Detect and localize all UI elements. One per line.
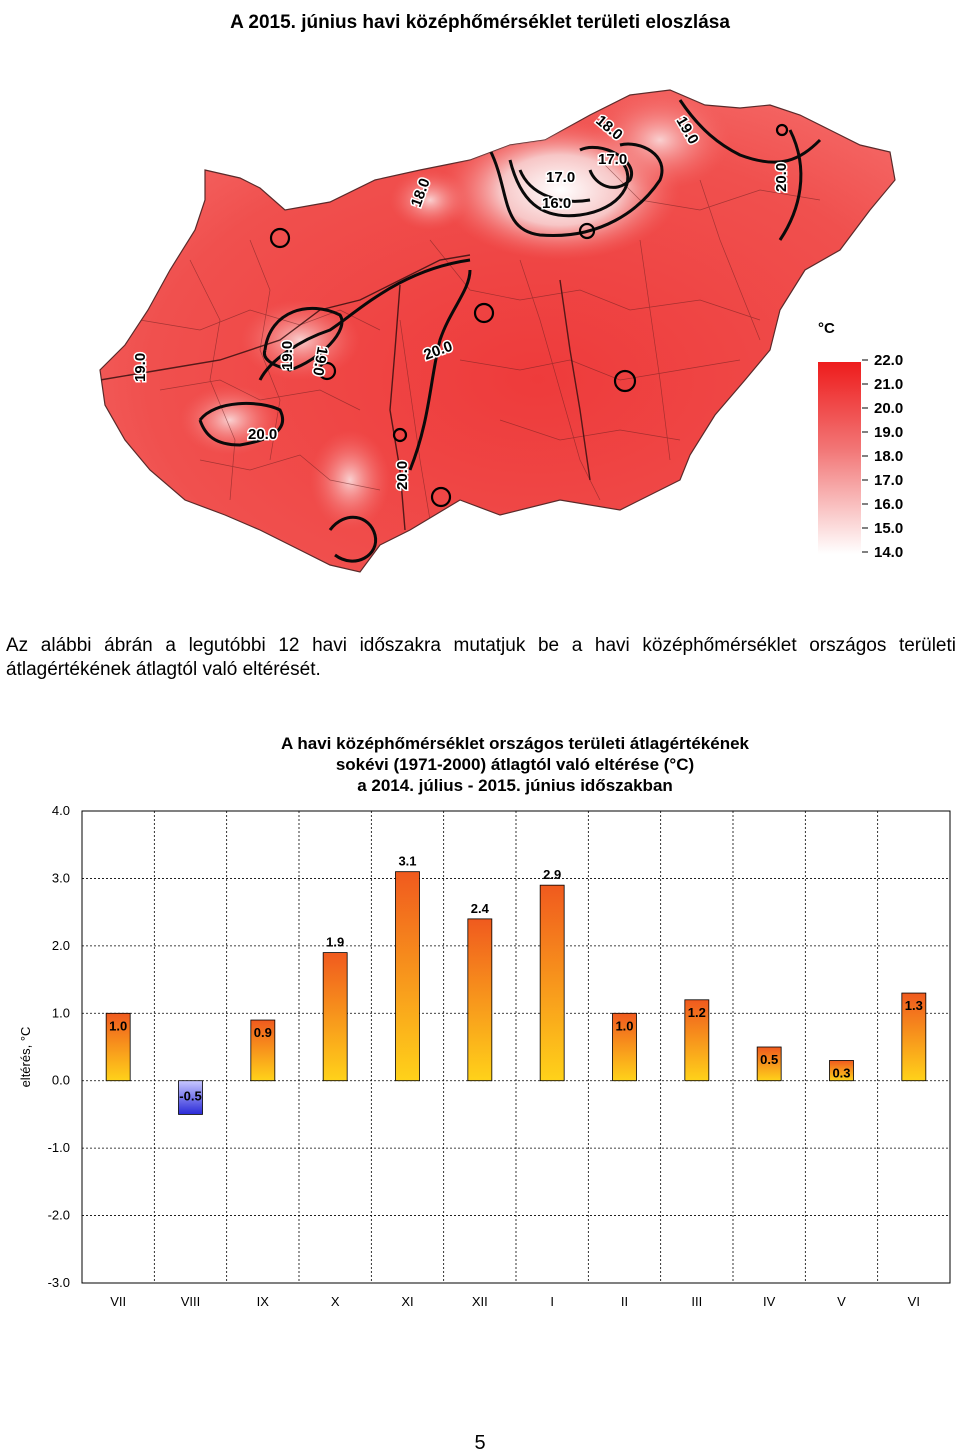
bar-value-label: 1.9 [326,935,344,950]
contour-label: 20.0 [773,163,790,192]
contour-label: 20.0 [248,426,277,443]
legend-tick-label: 14.0 [874,544,903,561]
x-tick-label: VI [908,1294,920,1309]
bar-value-label: 1.0 [109,1018,127,1033]
bar-VIII [178,1080,203,1115]
x-tick-label: III [691,1294,702,1309]
bar-value-label: 1.3 [905,998,923,1013]
page-number: 5 [474,1432,486,1454]
contour-label: 20.0 [394,461,411,490]
x-tick-label: X [331,1294,340,1309]
contour-label: 19.0 [279,341,296,370]
x-tick-label: IV [763,1294,776,1309]
bar-VII [105,1012,131,1082]
y-tick-label: 2.0 [52,938,70,953]
chart-title-line-2: sokévi (1971-2000) átlagtól való eltérés… [336,755,694,774]
contour-label: 17.0 [546,169,575,186]
country-shape [99,89,896,573]
y-tick-label: 1.0 [52,1005,70,1020]
legend-tick-label: 17.0 [874,472,903,489]
legend-tick-label: 20.0 [874,400,903,417]
contour-label: 19.0 [132,353,149,382]
contour-label: 16.0 [542,195,571,212]
y-tick-label: 4.0 [52,803,70,818]
deviation-chart: A havi középhőmérséklet országos terület… [18,734,951,1309]
bar-value-label: 0.3 [832,1065,850,1080]
map-title: A 2015. június havi középhőmérséklet ter… [230,12,730,33]
x-tick-label: XII [472,1294,488,1309]
x-tick-label: VII [110,1294,126,1309]
bar-IX [250,1019,276,1082]
bar-value-label: -0.5 [179,1089,201,1104]
contour-label: 17.0 [598,151,627,168]
chart-title-line-3: a 2014. július - 2015. június időszakban [357,776,673,795]
y-tick-label: -3.0 [48,1275,70,1290]
chart-title: A havi középhőmérséklet országos terület… [281,734,750,795]
legend-tick-label: 22.0 [874,352,903,369]
x-tick-label: II [621,1294,628,1309]
bar-value-label: 2.9 [543,867,561,882]
bar-XI [395,871,420,1082]
bar-VI [901,992,927,1082]
bar-V [829,1060,854,1082]
bar-X [322,952,348,1082]
y-tick-label: 3.0 [52,870,70,885]
legend-tick-label: 15.0 [874,520,903,537]
bar-II [612,1012,637,1082]
x-tick-label: XI [401,1294,413,1309]
y-tick-label: -2.0 [48,1208,70,1223]
chart-title-line-1: A havi középhőmérséklet országos terület… [281,734,750,753]
bar-IV [756,1046,782,1082]
legend-tick-label: 18.0 [874,448,903,465]
bar-III [684,999,710,1082]
bar-XII [467,918,493,1082]
bar-value-label: 0.9 [254,1025,272,1040]
x-tick-label: I [550,1294,554,1309]
bar-value-label: 1.0 [615,1018,633,1033]
legend-ticks: 22.0 21.0 20.0 19.0 18.0 17.0 16.0 15.0 14.0 [862,352,903,561]
bar-value-label: 2.4 [471,901,490,916]
y-tick-label: 0.0 [52,1073,70,1088]
y-tick-label: -1.0 [48,1140,70,1155]
legend-tick-label: 19.0 [874,424,903,441]
legend-tick-label: 16.0 [874,496,903,513]
y-axis-label: eltérés, °C [18,1027,33,1088]
temperature-map: 19.0 18.0 17.0 17.0 16.0 18.0 20.0 19.0 … [99,89,903,573]
legend-color-bar [818,362,861,554]
x-tick-label: IX [257,1294,270,1309]
body-paragraph: Az alábbi ábrán a legutóbbi 12 havi idős… [6,635,956,680]
bar-value-label: 3.1 [398,854,416,869]
legend-tick-label: 21.0 [874,376,903,393]
map-legend: °C 22.0 21.0 20.0 19.0 18.0 17.0 16.0 15.0 14.0 [818,320,903,561]
x-tick-label: VIII [181,1294,201,1309]
legend-unit: °C [818,320,835,337]
x-tick-label: V [837,1294,846,1309]
bar-value-label: 0.5 [760,1052,778,1067]
bar-value-label: 1.2 [688,1005,706,1020]
bar-I [539,884,565,1082]
